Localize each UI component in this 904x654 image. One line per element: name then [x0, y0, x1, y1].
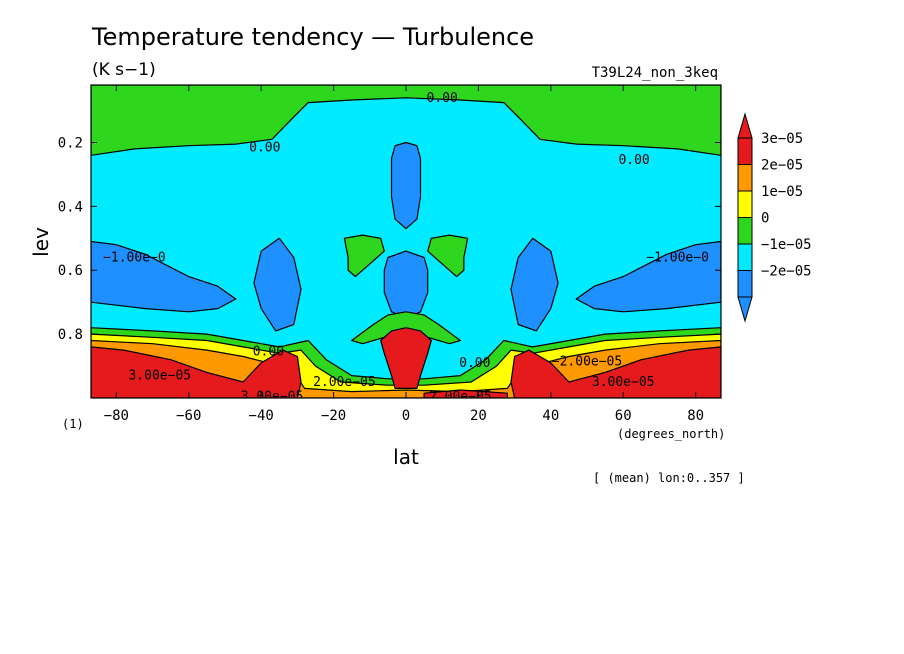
- contour-label-2: 0.00: [618, 153, 649, 168]
- contour-region-5: [390, 141, 422, 230]
- contour-region-6: [383, 250, 429, 319]
- contour-label-3: −1.00e−0: [103, 251, 166, 266]
- contour-label-11: 3.00e−05: [241, 389, 304, 404]
- colorbar-label: −1e−05: [761, 237, 812, 253]
- colorbar-label: 1e−05: [761, 184, 803, 200]
- x-tick-label: −80: [104, 408, 129, 424]
- y-tick-label: 0.4: [58, 199, 83, 215]
- chart-units: (K s−1): [92, 60, 156, 80]
- contour-label-4: −1.00e−0: [646, 251, 709, 266]
- colorbar: 3e−05 2e−05 1e−05 0 −1e−05 −2e−05: [737, 112, 812, 323]
- contour-region-7: [343, 234, 385, 278]
- colorbar-box: [737, 190, 753, 218]
- contour-region-13: [91, 346, 302, 398]
- y-tick-label: 0.6: [58, 263, 83, 279]
- contour-label-1: 0.00: [249, 140, 280, 155]
- colorbar-label: 2e−05: [761, 158, 803, 174]
- x-tick-label: 20: [470, 408, 487, 424]
- contour-label-6: 0.00: [459, 356, 490, 371]
- y-axis: 0.2 0.4 0.6 0.8: [58, 135, 721, 343]
- contour-region-0: [91, 85, 721, 156]
- x-axis: −80 −60 −40 −20 0 20 40 60 80: [104, 85, 704, 424]
- contour-region-2: [253, 237, 302, 332]
- colorbar-extend-top: [737, 112, 753, 139]
- x-tick-label: −60: [176, 408, 201, 424]
- colorbar-extend-bottom: [737, 296, 753, 323]
- x-tick-label: 40: [542, 408, 559, 424]
- contour-label-10: 3.00e−05: [592, 375, 655, 390]
- average-note: [ (mean) lon:0..357 ]: [593, 471, 745, 485]
- colorbar-box: [737, 164, 753, 192]
- contour-label-9: 2.00e−05: [313, 375, 376, 390]
- x-tick-label: 80: [687, 408, 704, 424]
- x-axis-label: lat: [393, 445, 419, 469]
- x-tick-label: −40: [249, 408, 274, 424]
- colorbar-label: −2e−05: [761, 264, 812, 280]
- contour-labels: 0.00 0.00 0.00 −1.00e−0 −1.00e−0 0.00 0.00 −2.0…: [103, 91, 709, 404]
- contour-region-16: [423, 389, 508, 398]
- colorbar-box: [737, 243, 753, 271]
- colorbar-box: [737, 137, 753, 165]
- contour-region-1: [91, 240, 237, 313]
- contour-label-5: 0.00: [253, 345, 284, 360]
- x-axis-units: (degrees_north): [617, 427, 725, 441]
- contour-region-15: [380, 327, 432, 389]
- x-tick-label: 60: [615, 408, 632, 424]
- contour-label-12: 2.00e−05: [429, 389, 492, 404]
- y-tick-label: 0.2: [58, 135, 83, 151]
- y-axis-units: (1): [62, 417, 84, 431]
- experiment-label: T39L24_non_3keq: [592, 65, 718, 81]
- contour-label-0: 0.00: [427, 91, 458, 106]
- contour-regions: [91, 85, 721, 398]
- contour-region-3: [575, 240, 721, 313]
- colorbar-label: 0: [761, 211, 769, 227]
- contour-region-4: [510, 237, 559, 332]
- chart-title: Temperature tendency — Turbulence: [91, 23, 534, 51]
- contour-region-8: [427, 234, 469, 278]
- contour-region-14: [510, 346, 721, 398]
- colorbar-box: [737, 270, 753, 298]
- y-tick-label: 0.8: [58, 327, 83, 343]
- colorbar-label: 3e−05: [761, 131, 803, 147]
- contour-label-8: 3.00e−05: [128, 369, 191, 384]
- contour-label-7: −2.00e−05: [552, 354, 622, 369]
- x-tick-label: −20: [321, 408, 346, 424]
- x-tick-label: 0: [402, 408, 410, 424]
- colorbar-box: [737, 217, 753, 245]
- y-axis-label: lev: [29, 227, 53, 257]
- plot-area: 0.00 0.00 0.00 −1.00e−0 −1.00e−0 0.00 0.00 −2.0…: [90, 84, 722, 404]
